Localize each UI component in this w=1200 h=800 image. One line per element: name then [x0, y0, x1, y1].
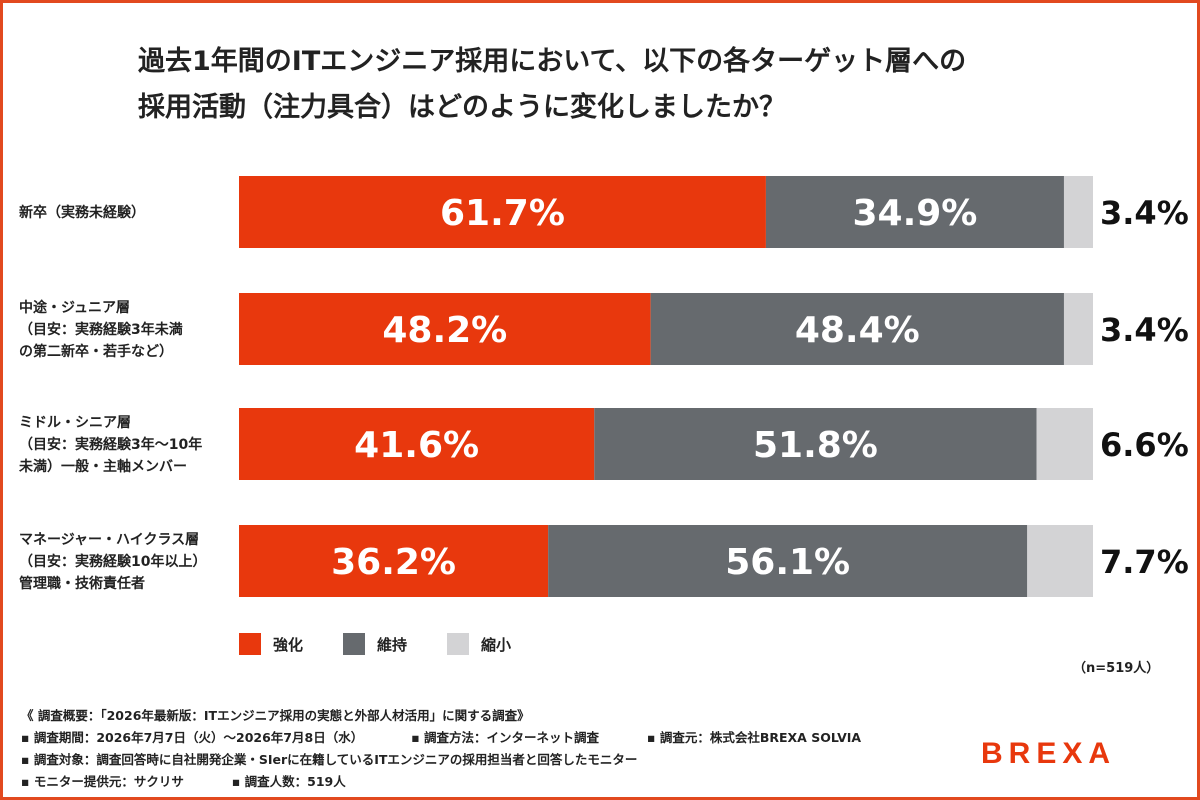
footer-row-4: ▪ モニター提供元：サクリサ ▪ 調査人数：519人: [21, 771, 981, 793]
legend-label-reduce: 縮小: [481, 635, 512, 654]
footer-period: ▪ 調査期間：2026年7月7日（火）〜2026年7月8日（水）: [21, 730, 364, 745]
data-label-strengthen-3: 36.2%: [331, 542, 456, 583]
category-label-0-line-0: 新卒（実務未経験）: [19, 204, 145, 221]
bar-strengthen-0: [239, 176, 766, 248]
data-label-reduce-3: 7.7%: [1100, 543, 1189, 581]
brexa-logo-text: BREXA: [981, 737, 1116, 770]
data-label-maintain-2: 51.8%: [753, 425, 878, 466]
legend-swatch-strengthen: [239, 633, 261, 655]
footer-overview: 《 調査概要：「2026年最新版：ITエンジニア採用の実態と外部人材活用」に関す…: [21, 708, 530, 723]
data-label-strengthen-2: 41.6%: [354, 425, 479, 466]
data-label-reduce-0: 3.4%: [1100, 194, 1189, 232]
data-label-maintain-1: 48.4%: [795, 310, 920, 351]
data-label-maintain-0: 34.9%: [852, 193, 977, 234]
bar-reduce-0: [1063, 176, 1093, 248]
bar-strengthen-1: [239, 293, 651, 365]
footer-method: ▪ 調査方法：インターネット調査: [411, 730, 600, 745]
bar-maintain-0: [765, 176, 1064, 248]
category-label-2-line-0: ミドル・シニア層: [19, 415, 131, 431]
chart-title-line1: 過去1年間のITエンジニア採用において、以下の各ターゲット層への: [138, 46, 967, 77]
legend-item-reduce: 縮小: [447, 633, 511, 655]
sample-size-label: （n=519人）: [1073, 661, 1160, 676]
footer-target: ▪ 調査対象：調査回答時に自社開発企業・SIerに在籍しているITエンジニアの採…: [21, 752, 638, 767]
bar-strengthen-2: [239, 408, 595, 480]
bar-maintain-2: [594, 408, 1037, 480]
data-label-reduce-1: 3.4%: [1100, 311, 1189, 349]
data-label-maintain-3: 56.1%: [725, 542, 850, 583]
footer-source: ▪ 調査元：株式会社BREXA SOLVIA: [647, 730, 862, 745]
brexa-logo: BREXA: [981, 737, 1116, 770]
legend-item-maintain: 維持: [343, 633, 407, 655]
bar-maintain-3: [548, 525, 1028, 597]
bar-strengthen-3: [239, 525, 549, 597]
footer-provider: ▪ モニター提供元：サクリサ: [21, 774, 184, 789]
bar-reduce-3: [1027, 525, 1093, 597]
data-label-reduce-2: 6.6%: [1100, 426, 1189, 464]
survey-footer: 《 調査概要：「2026年最新版：ITエンジニア採用の実態と外部人材活用」に関す…: [21, 705, 981, 793]
footer-row-2: ▪ 調査期間：2026年7月7日（火）〜2026年7月8日（水） ▪ 調査方法：…: [21, 727, 981, 749]
category-label-2-line-1: （目安：実務経験3年〜10年: [19, 436, 202, 453]
chart-title: 過去1年間のITエンジニア採用において、以下の各ターゲット層への 採用活動（注力…: [138, 39, 1138, 131]
data-label-strengthen-0: 61.7%: [440, 193, 565, 234]
legend-label-maintain: 維持: [377, 635, 408, 654]
footer-respondents: ▪ 調査人数：519人: [231, 774, 346, 789]
data-label-strengthen-1: 48.2%: [382, 310, 507, 351]
category-label-1-line-0: 中途・ジュニア層: [19, 299, 130, 316]
legend-swatch-maintain: [343, 633, 366, 655]
chart-title-line2: 採用活動（注力具合）はどのように変化しましたか？: [138, 92, 786, 123]
legend-label-strengthen: 強化: [273, 635, 304, 654]
legend-item-strengthen: 強化: [239, 633, 303, 655]
category-label-3-line-2: 管理職・技術責任者: [19, 575, 145, 592]
category-label-1-line-1: （目安：実務経験3年未満: [19, 321, 183, 338]
bar-maintain-1: [650, 293, 1064, 365]
legend-swatch-reduce: [447, 633, 470, 655]
category-label-3-line-1: （目安：実務経験10年以上）: [19, 553, 206, 570]
category-label-1-line-2: の第二新卒・若手など）: [19, 343, 173, 360]
category-label-2-line-2: 未満）一般・主軸メンバー: [19, 458, 187, 475]
category-label-3-line-0: マネージャー・ハイクラス層: [19, 532, 199, 548]
bar-reduce-2: [1036, 408, 1093, 480]
bar-reduce-1: [1063, 293, 1093, 365]
stacked-bar-chart: 新卒（実務未経験） 61.7% 34.9% 3.4% 中途・ジュニア層 （目安：実務経験3…: [19, 176, 1189, 597]
legend: 強化 維持 縮小: [239, 633, 551, 655]
